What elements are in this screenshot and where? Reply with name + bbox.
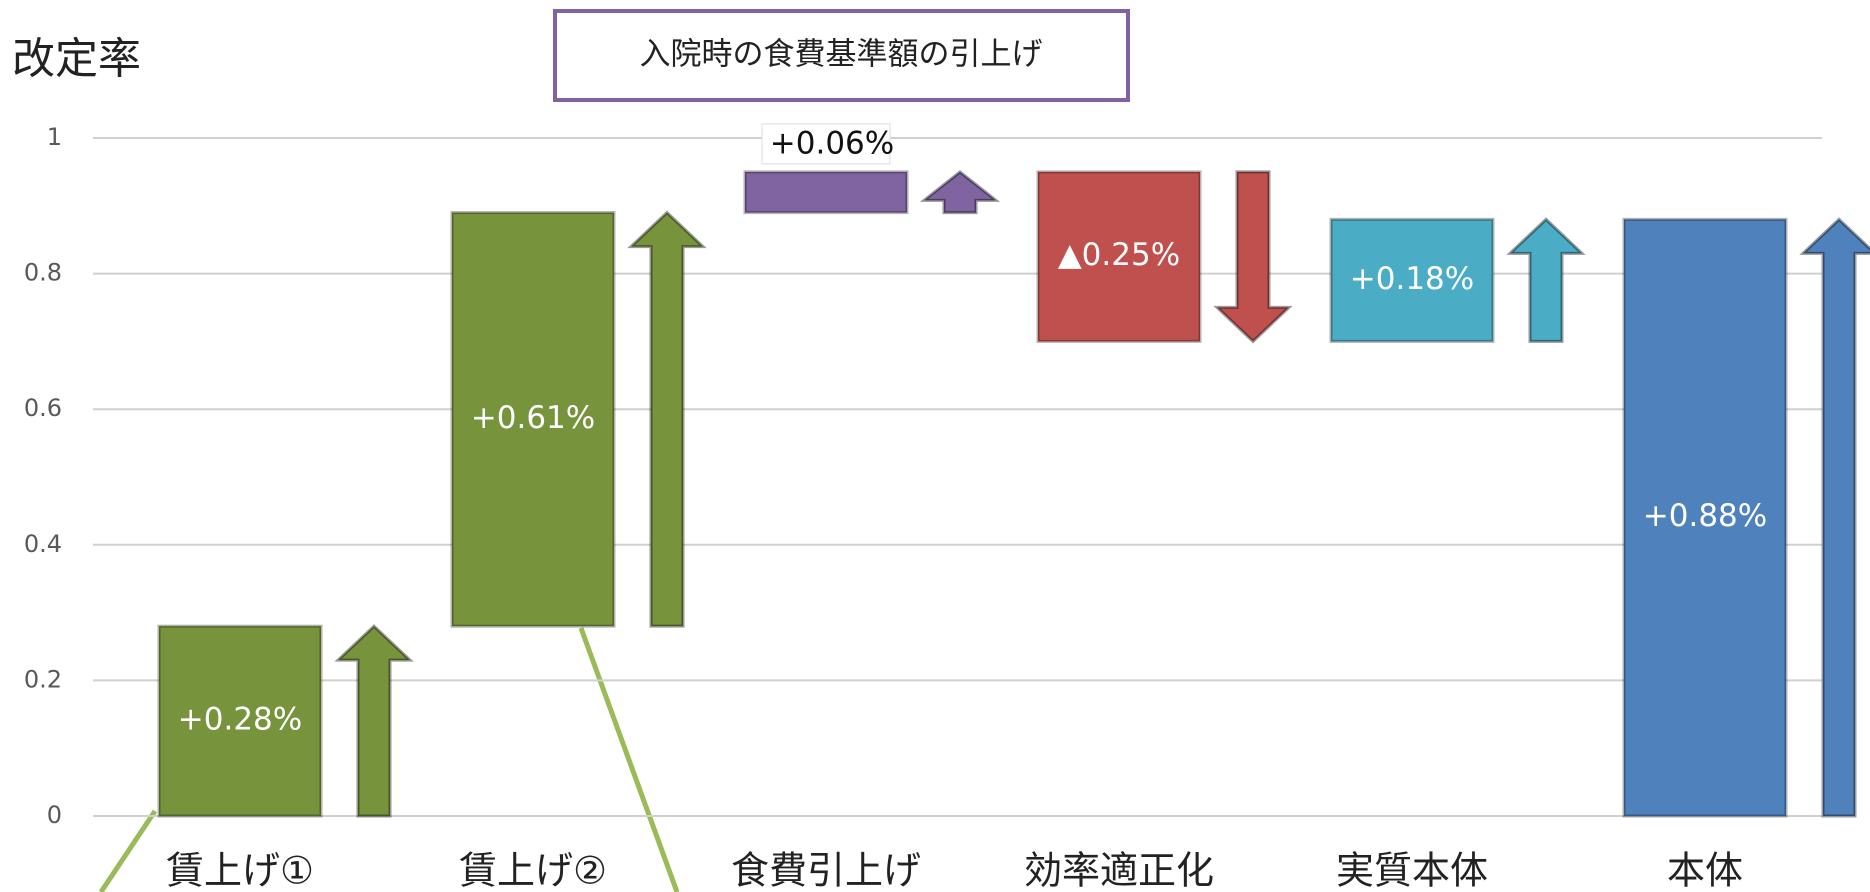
value-label: +0.28%: [178, 702, 302, 738]
y-tick-label: 0: [47, 801, 62, 829]
value-label: +0.61%: [471, 400, 595, 436]
y-tick-label: 0.4: [24, 530, 62, 558]
callout-line: [578, 627, 680, 892]
y-tick-label: 0.8: [24, 259, 62, 287]
y-tick-label: 0.2: [24, 665, 62, 693]
callout-line: [98, 809, 158, 892]
bar: [743, 170, 909, 215]
y-tick-label: 0.6: [24, 394, 62, 422]
bar: [1622, 217, 1788, 818]
bar: [1329, 217, 1495, 343]
arrow: [627, 210, 707, 628]
x-tick-label: 効率適正化: [1024, 849, 1214, 892]
arrow: [334, 624, 414, 818]
chart-title: 改定率: [12, 35, 141, 85]
x-tick-label: 食費引上げ: [731, 849, 921, 892]
arrow: [1506, 217, 1586, 343]
value-label: +0.18%: [1350, 261, 1474, 297]
value-label: +0.06%: [770, 125, 894, 161]
value-label-box: [761, 123, 891, 165]
value-label: ▲0.25%: [1058, 237, 1180, 273]
y-tick-label: 1: [47, 123, 62, 151]
arrow: [1799, 217, 1870, 818]
arrow: [919, 169, 1001, 215]
x-tick-label: 賃上げ②: [459, 849, 607, 892]
x-tick-label: 実質本体: [1336, 849, 1488, 892]
value-label: +0.88%: [1643, 498, 1767, 534]
x-tick-label: 本体: [1667, 849, 1743, 892]
bar: [157, 624, 323, 818]
bar: [450, 211, 616, 628]
x-tick-label: 賃上げ①: [166, 849, 314, 892]
arrow: [1213, 170, 1293, 344]
annotation-box: [553, 9, 1130, 102]
annotation: 入院時の食費基準額の引上げ: [640, 37, 1043, 73]
bar: [1036, 170, 1202, 343]
